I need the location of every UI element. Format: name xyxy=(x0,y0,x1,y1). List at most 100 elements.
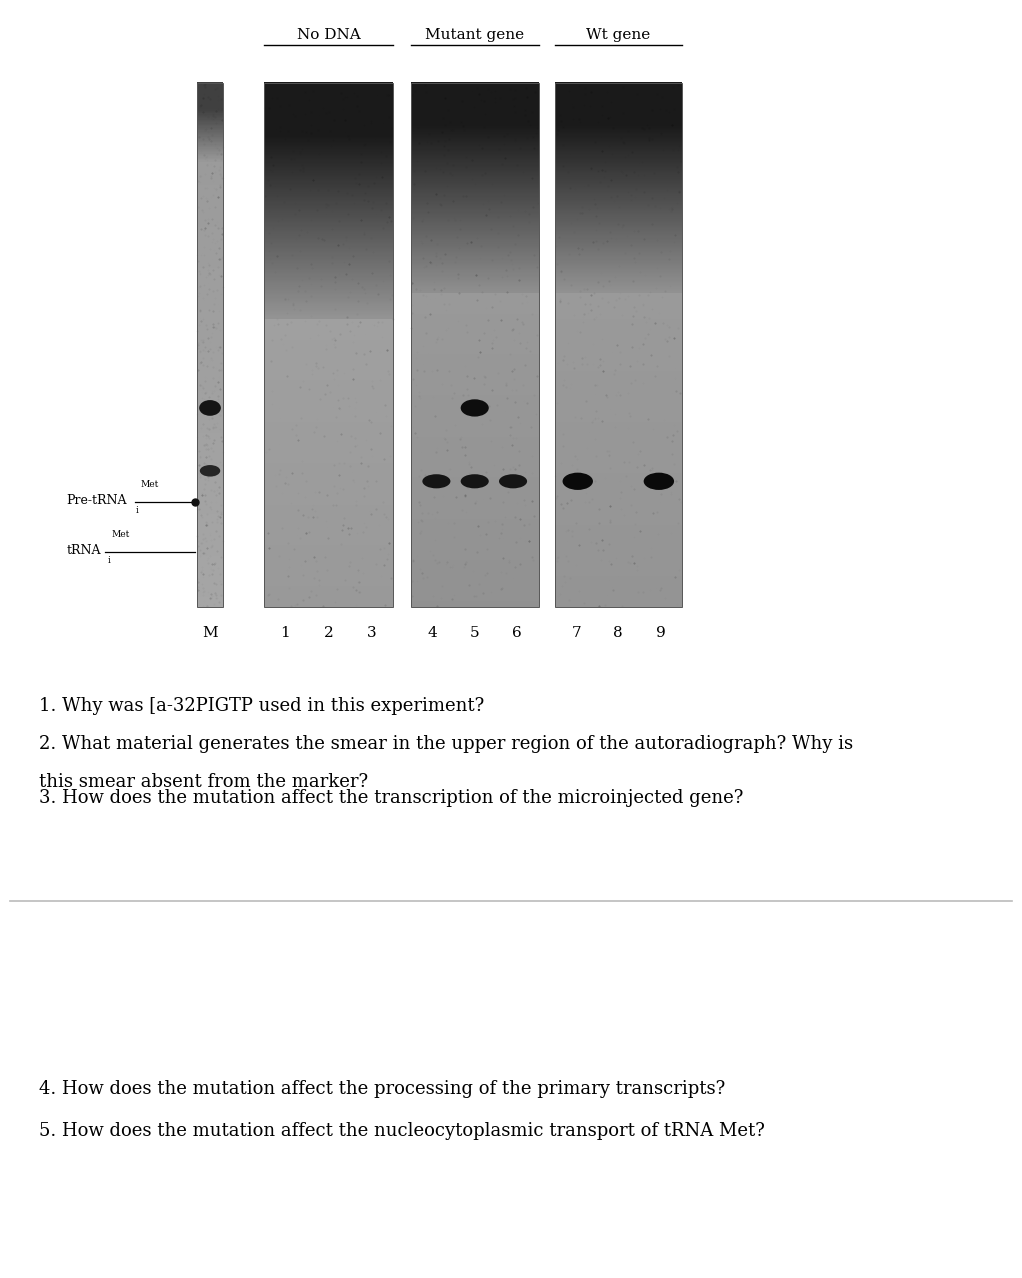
Bar xyxy=(264,240,393,242)
Bar xyxy=(264,312,393,313)
Bar xyxy=(555,110,682,112)
Bar xyxy=(197,406,223,408)
Bar xyxy=(411,96,539,97)
Bar xyxy=(197,138,223,139)
Bar xyxy=(264,495,393,497)
Bar xyxy=(264,479,393,482)
Bar xyxy=(411,367,539,368)
Bar xyxy=(411,148,539,150)
Bar xyxy=(264,276,393,279)
Bar xyxy=(197,548,223,551)
Bar xyxy=(411,420,539,422)
Bar xyxy=(197,431,223,433)
Bar xyxy=(411,440,539,442)
Bar xyxy=(555,565,682,566)
Bar xyxy=(197,357,223,358)
Bar xyxy=(264,87,393,88)
Bar xyxy=(264,127,393,129)
Bar xyxy=(555,573,682,574)
Bar xyxy=(555,144,682,146)
Bar xyxy=(555,92,682,93)
Bar xyxy=(264,455,393,456)
Bar xyxy=(197,566,223,567)
Bar xyxy=(411,175,539,178)
Bar xyxy=(555,501,682,504)
Bar xyxy=(264,378,393,381)
Bar xyxy=(411,447,539,450)
Bar xyxy=(197,514,223,515)
Bar xyxy=(197,125,223,128)
Bar xyxy=(411,127,539,129)
Bar xyxy=(555,512,682,514)
Bar xyxy=(555,208,682,210)
Bar xyxy=(197,166,223,169)
Bar xyxy=(264,317,393,318)
Bar xyxy=(197,161,223,164)
Bar xyxy=(411,441,539,443)
Bar xyxy=(264,262,393,263)
Bar xyxy=(555,114,682,116)
Bar xyxy=(411,530,539,533)
Bar xyxy=(555,242,682,243)
Bar xyxy=(197,217,223,220)
Bar xyxy=(411,144,539,146)
Bar xyxy=(197,123,223,125)
Bar xyxy=(555,524,682,525)
Bar xyxy=(411,212,539,213)
Bar xyxy=(411,307,539,308)
Bar xyxy=(197,184,223,187)
Bar xyxy=(555,121,682,124)
Bar xyxy=(555,151,682,152)
Bar xyxy=(555,194,682,196)
Bar xyxy=(555,596,682,598)
Bar xyxy=(555,579,682,580)
Bar xyxy=(555,233,682,235)
Bar xyxy=(411,253,539,254)
Bar xyxy=(555,575,682,576)
Bar xyxy=(264,286,393,289)
Bar xyxy=(555,166,682,169)
Bar xyxy=(197,383,223,386)
Bar xyxy=(555,327,682,330)
Bar xyxy=(411,401,539,403)
Bar xyxy=(197,506,223,507)
Text: 2: 2 xyxy=(324,626,333,640)
Bar xyxy=(411,335,539,337)
Bar xyxy=(555,261,682,262)
Bar xyxy=(264,170,393,173)
Bar xyxy=(411,551,539,553)
Bar xyxy=(411,83,539,607)
Bar xyxy=(264,598,393,601)
Bar xyxy=(264,236,393,239)
Bar xyxy=(555,405,682,406)
Bar xyxy=(411,571,539,573)
Bar xyxy=(411,450,539,451)
Bar xyxy=(555,355,682,357)
Bar xyxy=(197,318,223,321)
Bar xyxy=(411,318,539,321)
Bar xyxy=(264,309,393,311)
Bar xyxy=(197,378,223,381)
Bar xyxy=(197,432,223,435)
Bar xyxy=(411,498,539,501)
Bar xyxy=(555,312,682,313)
Bar xyxy=(197,581,223,584)
Bar xyxy=(197,160,223,161)
Bar xyxy=(197,143,223,144)
Bar xyxy=(411,95,539,96)
Bar xyxy=(555,574,682,575)
Bar xyxy=(264,139,393,141)
Bar xyxy=(264,486,393,488)
Bar xyxy=(197,505,223,506)
Bar xyxy=(197,133,223,135)
Bar xyxy=(411,426,539,428)
Bar xyxy=(555,88,682,89)
Bar xyxy=(411,327,539,330)
Bar xyxy=(411,314,539,316)
Bar xyxy=(264,546,393,548)
Bar xyxy=(555,447,682,450)
Bar xyxy=(264,265,393,267)
Bar xyxy=(197,592,223,594)
Bar xyxy=(411,176,539,179)
Bar xyxy=(264,456,393,458)
